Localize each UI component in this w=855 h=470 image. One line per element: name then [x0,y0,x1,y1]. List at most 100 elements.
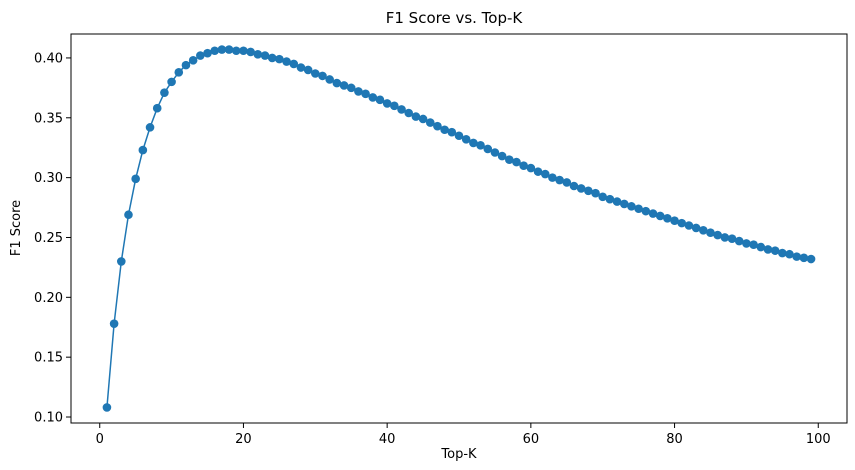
data-point [698,225,708,235]
y-tick-label: 0.20 [34,291,63,306]
data-point [627,202,636,211]
chart-title: F1 Score vs. Top-K [386,9,524,27]
data-point [224,45,234,54]
data-point [454,131,464,141]
data-point [548,173,557,182]
y-tick-label: 0.30 [34,171,63,186]
y-axis-label: F1 Score [9,200,24,256]
data-point [397,105,406,114]
series-group [102,45,816,412]
data-point [418,114,428,124]
data-point [339,81,349,90]
data-point [684,221,694,230]
data-point [167,77,176,87]
data-point [253,50,263,59]
data-point [655,211,665,221]
y-axis: 0.10 0.15 0.20 0.25 0.30 0.35 0.40 [34,51,71,426]
data-point [289,59,299,69]
data-point [785,249,794,259]
data-point [734,236,744,246]
y-tick-label: 0.15 [34,351,63,366]
data-point [677,218,687,228]
data-point [217,45,227,54]
data-point [490,148,500,157]
data-point [102,403,112,412]
data-point [375,95,385,105]
data-point [641,206,651,216]
data-point [584,186,593,196]
data-point [160,88,169,97]
data-point [591,188,600,198]
data-point [267,53,277,63]
x-tick-label: 0 [96,432,104,447]
data-point [138,145,148,155]
data-point [390,101,399,111]
data-point [196,51,205,60]
data-point [476,141,485,150]
data-point [483,144,493,154]
data-point [109,319,119,328]
data-point [756,242,766,252]
data-point [713,230,722,240]
data-point [763,245,773,254]
data-point [124,210,133,220]
x-tick-label: 100 [806,432,831,447]
data-point [749,240,758,249]
data-point [275,54,284,64]
data-point [634,204,643,214]
data-point [361,89,370,99]
data-point [354,87,363,96]
data-point [469,138,478,148]
y-tick-label: 0.35 [34,111,63,126]
data-point [504,155,514,164]
y-tick-label: 0.10 [34,411,63,426]
data-point [411,112,421,121]
data-point [461,135,471,144]
data-point [231,46,241,56]
data-point [576,184,586,193]
data-point [433,121,442,131]
data-point [670,216,679,226]
data-point [727,234,737,243]
plot-area-frame [70,33,848,424]
data-point [310,69,320,78]
data-point [533,167,543,176]
data-point [282,57,291,66]
data-point [152,103,162,113]
data-point [806,254,816,264]
x-axis-label: Top-K [440,447,477,462]
data-point [720,233,730,242]
data-point [612,197,622,206]
data-point [239,46,248,56]
data-point [131,174,140,184]
x-tick-label: 60 [523,432,540,447]
data-point [181,60,191,70]
data-point [663,214,672,223]
data-point [619,199,629,209]
data-point [569,181,579,191]
data-point [778,248,787,258]
data-point [203,48,212,58]
data-point [526,163,536,173]
data-point [116,257,126,266]
data-point [346,83,356,93]
data-point [562,178,572,187]
data-point [325,75,334,84]
x-tick-label: 80 [666,432,683,447]
x-tick-label: 20 [235,432,252,447]
data-point [404,108,414,118]
data-point [540,169,550,179]
data-point [174,68,184,77]
x-axis: 0 20 40 60 80 100 [96,423,831,447]
data-point [792,252,802,261]
data-point [497,151,507,161]
data-point [425,118,435,127]
data-point [332,78,342,88]
data-point [440,125,449,135]
data-point [691,223,701,233]
data-point [210,46,220,56]
data-point [145,123,155,132]
data-point [598,192,608,202]
y-tick-label: 0.40 [34,51,63,66]
